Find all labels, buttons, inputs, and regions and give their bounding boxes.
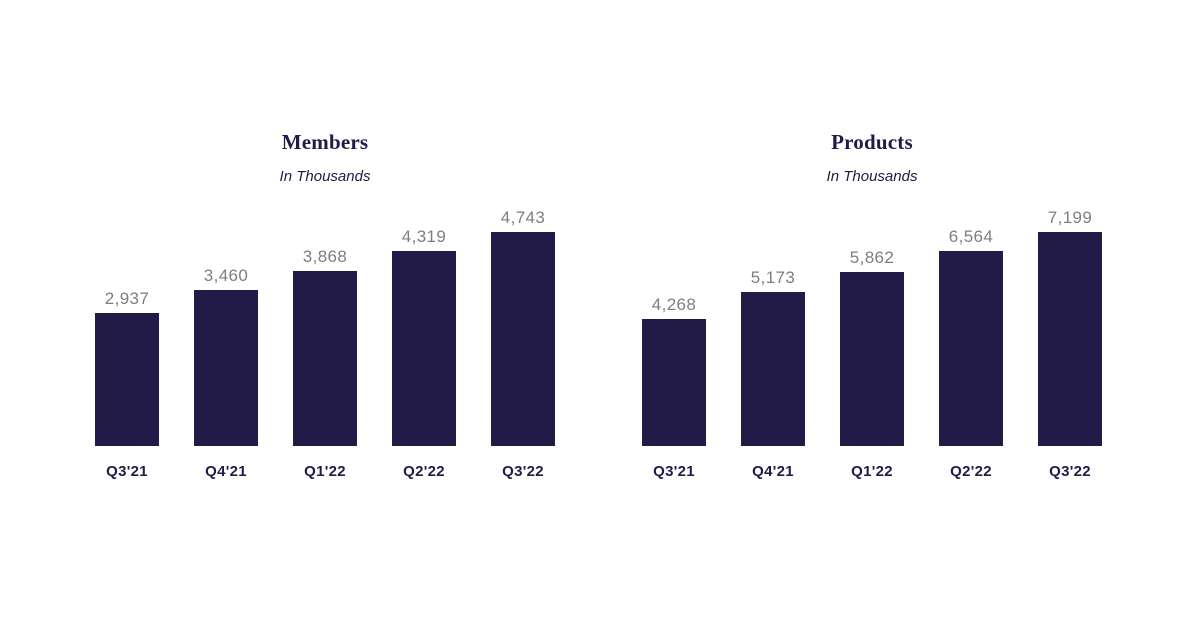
bar-value-label: 6,564 — [948, 226, 994, 246]
x-axis-label: Q1'22 — [851, 463, 893, 481]
bar — [1038, 232, 1102, 447]
bar — [95, 313, 159, 447]
bar-value-label: 2,937 — [104, 288, 150, 308]
bar-cell: 2,937 — [95, 288, 159, 447]
bar-value-label: 7,199 — [1047, 207, 1093, 227]
bar — [491, 232, 555, 447]
bar — [293, 271, 357, 447]
bar-cell: 3,460 — [194, 265, 258, 447]
products-chart: Products In Thousands 4,268 5,173 5,862 6,5… — [642, 130, 1102, 480]
bar-value-label: 3,868 — [302, 246, 348, 266]
x-axis-label: Q2'22 — [403, 463, 445, 481]
bar-value-label: 3,460 — [203, 265, 249, 285]
x-axis-label: Q1'22 — [304, 463, 346, 481]
bar-value-label: 4,743 — [500, 207, 546, 227]
bar-cell: 4,319 — [392, 226, 456, 447]
bar-value-label: 4,319 — [401, 226, 447, 246]
x-axis-label: Q3'22 — [502, 463, 544, 481]
members-x-axis: Q3'21 Q4'21 Q1'22 Q2'22 Q3'22 — [95, 463, 555, 480]
charts-row: Members In Thousands 2,937 3,460 3,868 4,31… — [95, 130, 1102, 480]
x-axis-label: Q4'21 — [752, 463, 794, 481]
bar-cell: 7,199 — [1038, 207, 1102, 447]
products-plot-area: 4,268 5,173 5,862 6,564 7,199 — [642, 206, 1102, 447]
bar — [741, 292, 805, 447]
bar — [840, 272, 904, 447]
bar-cell: 5,862 — [840, 247, 904, 447]
x-axis-label: Q3'21 — [653, 463, 695, 481]
bar-cell: 6,564 — [939, 226, 1003, 447]
bar-value-label: 5,173 — [750, 267, 796, 287]
products-chart-title: Products — [831, 130, 913, 154]
members-plot-area: 2,937 3,460 3,868 4,319 4,743 — [95, 206, 555, 447]
x-axis-label: Q2'22 — [950, 463, 992, 481]
x-axis-label: Q4'21 — [205, 463, 247, 481]
products-chart-subtitle: In Thousands — [826, 168, 918, 186]
bar — [194, 290, 258, 447]
bar-cell: 4,268 — [642, 294, 706, 447]
members-chart: Members In Thousands 2,937 3,460 3,868 4,31… — [95, 130, 555, 480]
bar-value-label: 5,862 — [849, 247, 895, 267]
bar-cell: 3,868 — [293, 246, 357, 447]
bar — [939, 251, 1003, 447]
x-axis-label: Q3'21 — [106, 463, 148, 481]
bar — [642, 319, 706, 447]
members-chart-title: Members — [281, 130, 369, 154]
bar-cell: 5,173 — [741, 267, 805, 447]
x-axis-label: Q3'22 — [1049, 463, 1091, 481]
bar — [392, 251, 456, 447]
bar-value-label: 4,268 — [651, 294, 697, 314]
members-chart-subtitle: In Thousands — [279, 168, 371, 186]
products-x-axis: Q3'21 Q4'21 Q1'22 Q2'22 Q3'22 — [642, 463, 1102, 480]
bar-cell: 4,743 — [491, 207, 555, 447]
